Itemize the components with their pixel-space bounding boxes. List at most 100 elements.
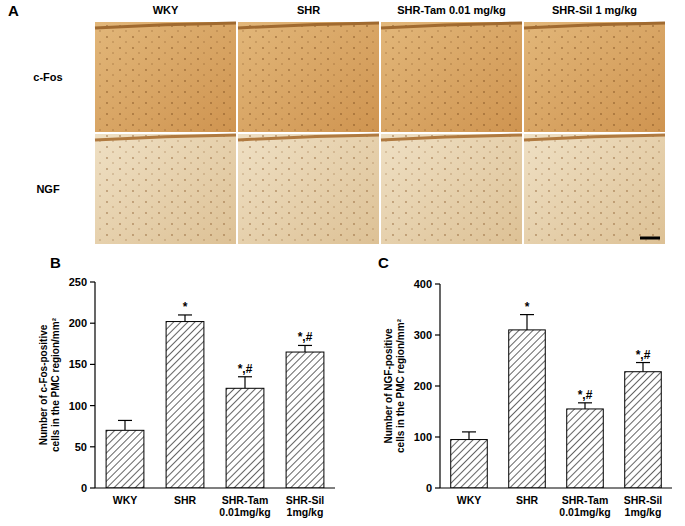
y-tick-label: 100: [414, 431, 432, 443]
y-tick-label: 400: [414, 278, 432, 290]
label-line: SHR-Sil: [624, 494, 663, 506]
y-tick-label: 200: [69, 317, 87, 329]
tissue-edge: [95, 135, 236, 140]
bar: [509, 330, 546, 488]
micrograph: [95, 134, 236, 244]
label-line: WKY: [457, 494, 482, 506]
y-tick-label: 100: [69, 400, 87, 412]
error-bar: [584, 403, 585, 409]
label-line: cells in the PMC region/mm²: [395, 318, 406, 453]
label-line: SHR-Tam: [562, 494, 608, 506]
tissue-edge: [238, 135, 379, 140]
x-tick-label: SHR-Sil1mg/kg: [286, 494, 325, 518]
error-bar: [184, 315, 185, 322]
x-tick-label: SHR-Sil1mg/kg: [624, 494, 663, 518]
significance: *: [525, 300, 530, 314]
significance: *,#: [636, 348, 651, 362]
panel-label: B: [50, 254, 61, 271]
error-cap: [298, 345, 312, 346]
y-tick-label: 200: [414, 380, 432, 392]
significance: *,#: [238, 362, 253, 376]
tissue-edge: [524, 135, 665, 140]
error-cap: [178, 314, 192, 315]
y-tick: [435, 283, 440, 284]
y-tick: [90, 364, 95, 365]
tissue-edge: [524, 23, 665, 28]
error-bar: [468, 432, 469, 440]
significance: *,#: [578, 388, 593, 402]
bars: [451, 315, 662, 488]
label-line: cells in the PMC region/mm²: [50, 317, 61, 452]
bar: [286, 352, 324, 488]
x-axis: [440, 487, 672, 488]
y-tick: [435, 436, 440, 437]
x-tick-label: SHR-Tam0.01mg/kg: [559, 494, 610, 518]
bar: [567, 409, 604, 488]
y-tick: [435, 385, 440, 386]
x-tick-label: SHR-Tam0.01mg/kg: [219, 494, 270, 518]
y-tick: [90, 446, 95, 447]
y-axis-label: Number of NGF-positivecells in the PMC r…: [383, 318, 406, 453]
tissue-edge: [381, 23, 522, 28]
label-line: Number of c-Fos-positive: [38, 324, 49, 445]
error-cap: [238, 376, 252, 377]
y-tick: [90, 487, 95, 488]
micrograph-texture: [381, 22, 522, 132]
bar: [625, 372, 662, 488]
bar: [106, 430, 144, 488]
micrograph-texture: [238, 22, 379, 132]
label-line: WKY: [113, 494, 138, 506]
bar: [226, 388, 264, 488]
micrograph: [381, 134, 522, 244]
y-tick-label: 150: [69, 358, 87, 370]
error-bar: [124, 420, 125, 430]
x-axis: [95, 487, 335, 488]
micrograph: [95, 22, 236, 132]
micrograph: [238, 22, 379, 132]
y-tick-label: 250: [69, 276, 87, 288]
bar: [166, 322, 204, 488]
y-tick: [90, 323, 95, 324]
column-label: SHR-Sil 1 mg/kg: [552, 4, 637, 16]
y-tick-label: 0: [426, 482, 432, 494]
micrograph: [524, 134, 665, 244]
y-tick-label: 50: [75, 441, 87, 453]
bar: [451, 440, 488, 488]
row-label: c-Fos: [33, 71, 62, 83]
micrograph-texture: [381, 134, 522, 244]
error-bar: [304, 345, 305, 352]
x-tick-label: WKY: [113, 494, 138, 506]
label-line: Number of NGF-positive: [383, 328, 394, 443]
y-tick: [90, 281, 95, 282]
tissue-edge: [381, 135, 522, 140]
row-label: NGF: [36, 183, 60, 195]
panel-label: A: [8, 2, 19, 19]
tissue-edge: [95, 23, 236, 28]
error-cap: [118, 420, 132, 421]
column-label: SHR-Tam 0.01 mg/kg: [397, 4, 506, 16]
error-cap: [578, 402, 592, 403]
figure: A WKY SHR SHR-Tam 0.01 mg/kg SHR-Sil 1 mg/kg…: [0, 0, 685, 526]
x-tick-label: WKY: [457, 494, 482, 506]
error-bar: [244, 377, 245, 389]
micrograph-texture: [524, 134, 665, 244]
micrograph-texture: [95, 134, 236, 244]
micrograph-texture: [238, 134, 379, 244]
column-label: SHR: [297, 4, 320, 16]
label-line: SHR-Sil: [286, 494, 325, 506]
y-tick: [435, 334, 440, 335]
column-label: WKY: [153, 4, 179, 16]
y-axis-label: Number of c-Fos-positivecells in the PMC…: [38, 317, 61, 452]
scale-bar: [640, 237, 660, 240]
label-line: 1mg/kg: [287, 506, 324, 518]
significance: *: [183, 300, 188, 314]
y-tick: [435, 487, 440, 488]
y-tick-label: 0: [81, 482, 87, 494]
y-axis: [94, 282, 95, 488]
error-cap: [520, 314, 534, 315]
micrograph-texture: [95, 22, 236, 132]
micrograph: [381, 22, 522, 132]
panel-label: C: [378, 254, 389, 271]
error-bar: [526, 315, 527, 330]
label-line: SHR: [516, 494, 539, 506]
